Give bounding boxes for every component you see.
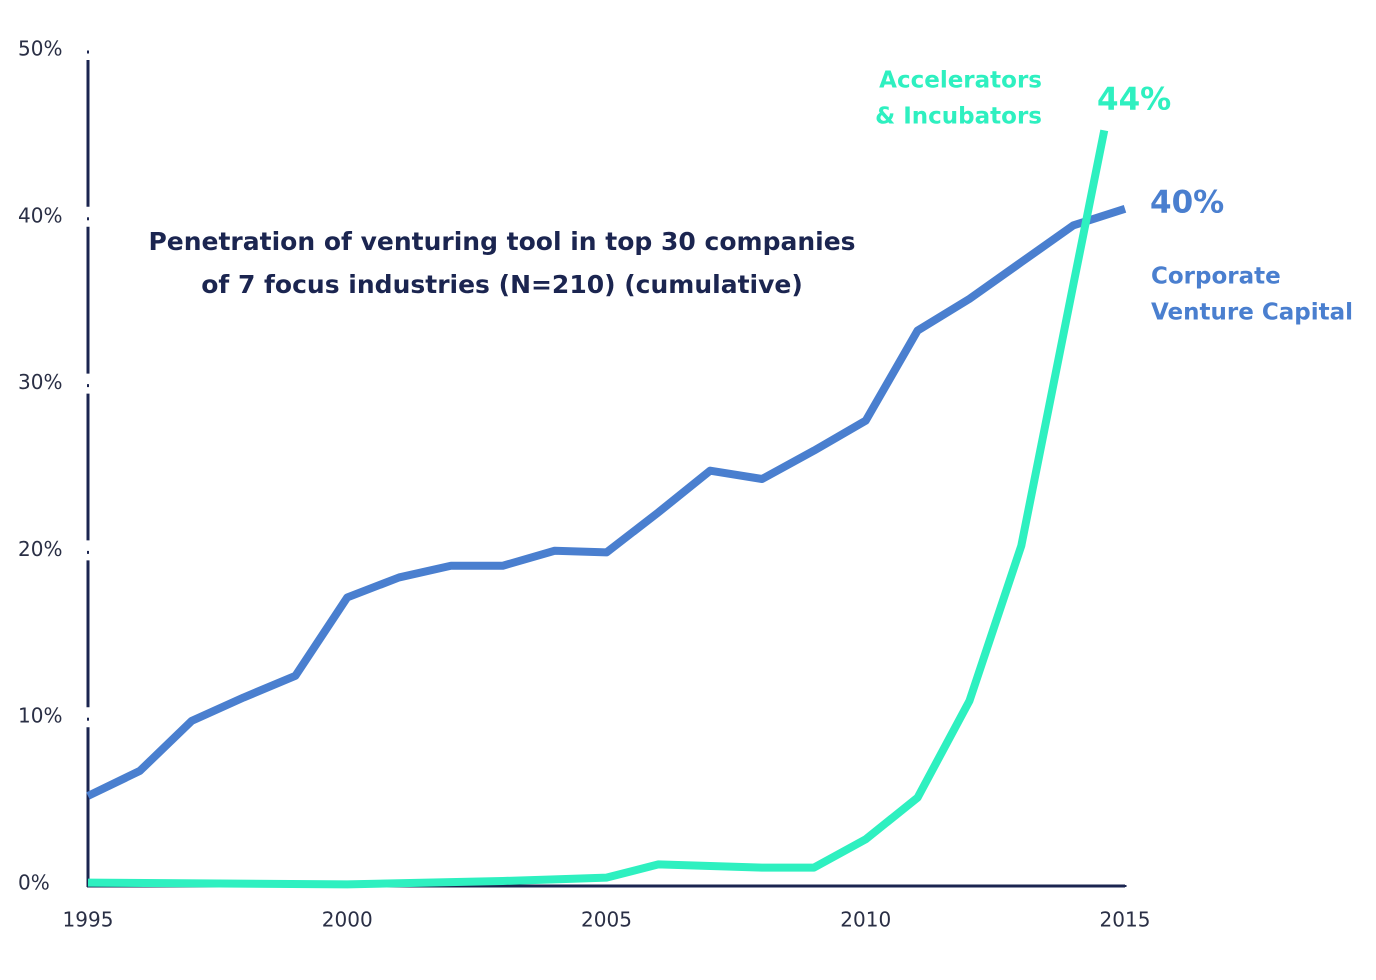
chart-title: of 7 focus industries (N=210) (cumulativ… xyxy=(201,270,803,299)
y-tick-label: 20% xyxy=(18,537,62,561)
y-tick-label: 10% xyxy=(18,704,62,728)
legend-label: Accelerators xyxy=(879,68,1042,94)
end-label: 44% xyxy=(1097,82,1171,118)
y-tick-label: 0% xyxy=(18,871,50,895)
series-line xyxy=(86,204,1127,800)
y-tick-label: 40% xyxy=(18,203,62,227)
x-tick-label: 2015 xyxy=(1100,908,1151,932)
x-tick-label: 2005 xyxy=(581,908,632,932)
chart-title: Penetration of venturing tool in top 30 … xyxy=(148,227,855,256)
legend-label: Corporate xyxy=(1151,264,1281,290)
legend-label: & Incubators xyxy=(875,104,1042,130)
y-tick-label: 50% xyxy=(18,37,62,61)
x-tick-label: 2000 xyxy=(322,908,373,932)
y-tick-label: 30% xyxy=(18,370,62,394)
end-label: 40% xyxy=(1150,185,1224,221)
legend-label: Venture Capital xyxy=(1151,300,1353,326)
x-tick-label: 2010 xyxy=(840,908,891,932)
x-tick-label: 1995 xyxy=(63,908,114,932)
series-line xyxy=(87,129,1109,889)
